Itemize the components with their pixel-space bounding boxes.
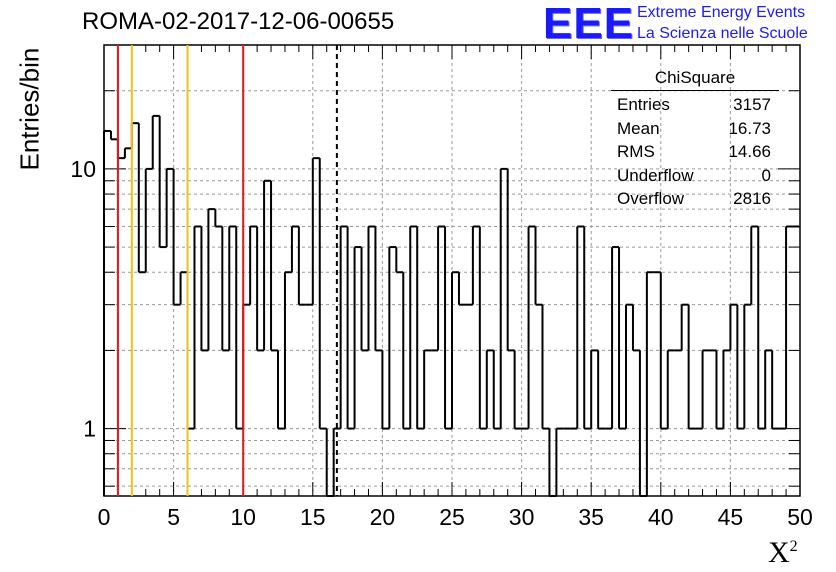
stats-label: Overflow xyxy=(617,189,685,208)
x-tick-label: 15 xyxy=(300,504,326,530)
chart-title: ROMA-02-2017-12-06-00655 xyxy=(82,8,395,35)
y-axis-label: Entries/bin xyxy=(14,47,45,171)
stats-row-overflow: Overflow 2816 xyxy=(611,187,779,211)
x-tick-label: 35 xyxy=(578,504,604,530)
stats-value: 14.66 xyxy=(728,142,771,161)
stats-row-underflow: Underflow 0 xyxy=(611,164,779,188)
stats-title: ChiSquare xyxy=(611,66,779,91)
stats-row-rms: RMS 14.66 xyxy=(611,140,779,164)
y-tick-label: 10 xyxy=(70,156,96,182)
stats-label: Entries xyxy=(617,95,670,114)
x-tick-label: 40 xyxy=(648,504,674,530)
stats-label: Underflow xyxy=(617,165,694,185)
x-axis-label-superscript: 2 xyxy=(789,538,798,555)
x-tick-label: 50 xyxy=(787,504,813,530)
x-tick-label: 0 xyxy=(98,504,111,530)
x-tick-label: 20 xyxy=(370,504,396,530)
stats-label: Mean xyxy=(617,118,660,138)
stats-value: 3157 xyxy=(733,95,771,114)
stats-row-entries: Entries 3157 xyxy=(611,93,779,117)
stats-value: 2816 xyxy=(733,189,771,208)
x-tick-label: 45 xyxy=(718,504,744,530)
logo-line-2: La Scienza nelle Scuole xyxy=(637,25,808,42)
y-tick-label: 1 xyxy=(83,416,96,442)
eee-logo: EEE xyxy=(543,0,635,48)
stats-row-mean: Mean 16.73 xyxy=(611,117,779,141)
x-tick-label: 5 xyxy=(167,504,180,530)
x-tick-label: 30 xyxy=(509,504,535,530)
x-tick-label: 10 xyxy=(230,504,256,530)
stats-value: 0 xyxy=(761,165,771,185)
stats-label: RMS xyxy=(617,142,655,161)
stats-box: ChiSquare Entries 3157 Mean 16.73 RMS 14.66… xyxy=(611,66,779,211)
stats-value: 16.73 xyxy=(728,118,771,138)
x-axis-label: X2 xyxy=(768,536,798,570)
logo-line-1: Extreme Energy Events xyxy=(637,4,806,21)
x-axis-label-base: X xyxy=(768,536,790,569)
x-tick-label: 25 xyxy=(439,504,465,530)
